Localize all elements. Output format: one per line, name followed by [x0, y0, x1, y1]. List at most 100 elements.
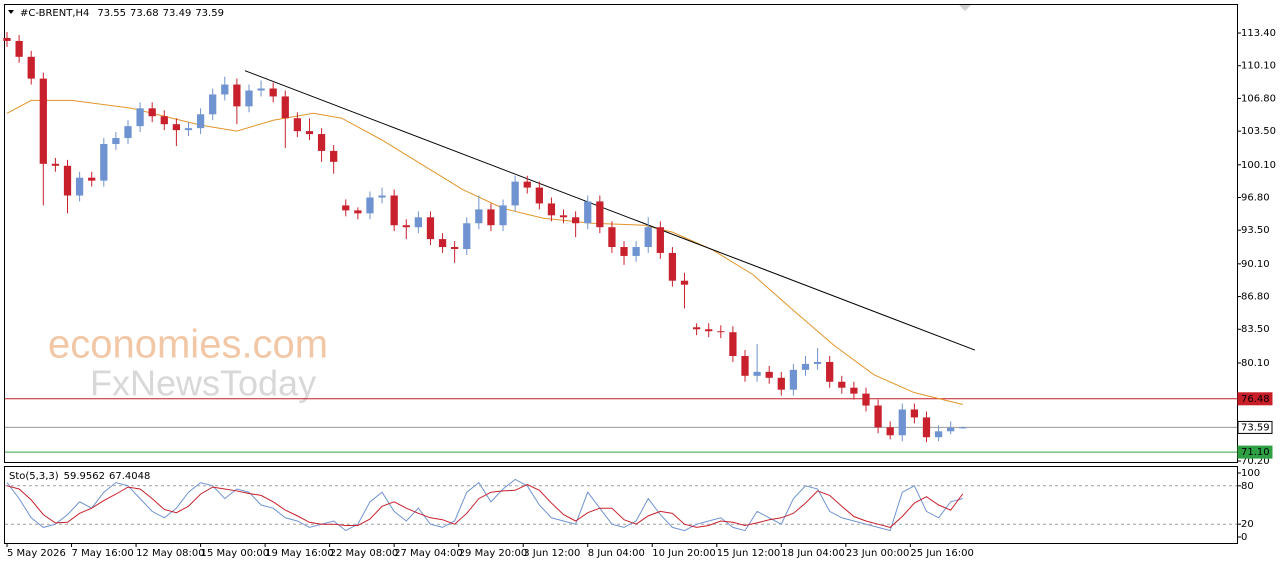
stoch-y-tick-label: 20 [1241, 519, 1254, 530]
stoch-main [6, 478, 963, 532]
y-tick-label: 100.10 [1241, 160, 1276, 171]
candle-body [51, 163, 60, 166]
y-tick-label: 96.80 [1241, 192, 1270, 203]
candle-body [559, 215, 568, 218]
y-tick-label: 110.10 [1241, 61, 1276, 72]
stoch-y-tick-label: 80 [1241, 481, 1254, 492]
level-label: 73.59 [1241, 422, 1270, 433]
candle-body [281, 96, 289, 119]
menu-arrow[interactable] [8, 10, 14, 14]
candle-body [777, 377, 785, 390]
candle-body [741, 355, 749, 376]
y-tick-label: 70.20 [1241, 456, 1270, 467]
candle-body [620, 247, 628, 256]
candle-body [172, 124, 181, 131]
x-tick-label: 18 Jun 04:00 [781, 548, 845, 559]
candle-body [3, 37, 11, 41]
x-tick-label: 29 May 20:00 [459, 548, 528, 559]
candle-body [874, 405, 882, 428]
candle-body [765, 371, 773, 378]
candle-body [330, 150, 338, 162]
y-tick-label: 103.50 [1241, 126, 1276, 137]
candle-body [39, 78, 47, 164]
candle-body [922, 417, 931, 438]
candle-body [801, 363, 810, 370]
x-tick-label: 15 May 00:00 [201, 548, 270, 559]
candle-body [233, 84, 241, 107]
y-tick-label: 90.10 [1241, 259, 1270, 270]
candle-body [221, 84, 229, 95]
candle-body [511, 181, 519, 206]
x-tick-label: 23 Jun 00:00 [846, 548, 910, 559]
candle-body [136, 108, 144, 127]
candle-body [112, 138, 120, 144]
stoch-header-value: 67.4048 [109, 471, 150, 482]
candle-body [572, 217, 580, 224]
stoch-y-tick-label: 0 [1241, 532, 1247, 543]
candle-body [451, 247, 459, 250]
candle-body [523, 181, 531, 188]
candle-body [160, 116, 168, 125]
candle-body [729, 332, 737, 356]
candle-body [656, 227, 664, 253]
trendline [244, 70, 976, 351]
stoch-header-value: 59.9562 [64, 471, 105, 482]
level-label: 76.48 [1241, 394, 1270, 405]
y-tick-label: 113.40 [1241, 28, 1276, 39]
candle-body [402, 225, 410, 228]
candle-body [75, 177, 84, 196]
candle-body [305, 131, 314, 135]
y-tick-label: 86.80 [1241, 292, 1270, 303]
candle-body [753, 371, 761, 376]
candle-body [947, 427, 955, 432]
candle-body [209, 94, 217, 115]
shift-marker [959, 5, 971, 11]
candle-body [390, 195, 398, 226]
candle-body [692, 327, 701, 330]
price-frame [4, 4, 1238, 463]
x-tick-label: 27 May 04:00 [394, 548, 463, 559]
candle-body [934, 431, 943, 438]
x-tick-label: 3 Jun 12:00 [523, 548, 580, 559]
x-tick-label: 25 Jun 16:00 [910, 548, 974, 559]
candle-body [124, 126, 132, 139]
candle-body [898, 409, 906, 436]
x-tick-label: 5 May 2026 [7, 548, 66, 559]
candle-body [959, 427, 967, 429]
candle-body [354, 210, 362, 214]
candle-body [100, 143, 108, 181]
candle-body [88, 177, 96, 181]
candle-body [813, 361, 822, 364]
candle-body [826, 361, 834, 382]
candle-body [293, 118, 302, 132]
x-tick-label: 15 Jun 12:00 [717, 548, 781, 559]
x-tick-label: 8 Jun 04:00 [588, 548, 645, 559]
stoch-y-tick-label: 100 [1241, 468, 1260, 479]
candle-body [535, 187, 543, 204]
candle-body [317, 134, 326, 151]
watermark: economies.com [48, 323, 328, 367]
candle-body [257, 88, 265, 91]
x-tick-label: 22 May 08:00 [330, 548, 399, 559]
candle-body [63, 165, 72, 196]
candle-body [378, 195, 386, 198]
candle-body [15, 40, 23, 57]
x-tick-label: 12 May 08:00 [136, 548, 205, 559]
symbol: #C-BRENT,H4 [20, 8, 89, 19]
header-value: 73.55 [97, 8, 126, 19]
candle-body [196, 114, 205, 129]
candle-body [463, 223, 471, 250]
candle-body [644, 227, 652, 248]
moving-average [6, 99, 963, 406]
candle-body [705, 329, 713, 332]
candle-body [342, 205, 350, 211]
candle-body [680, 280, 689, 285]
y-tick-label: 83.50 [1241, 324, 1270, 335]
candle-body [475, 209, 483, 224]
candle-body [886, 427, 894, 436]
stoch-label: Sto(5,3,3) [9, 471, 59, 482]
watermark: FxNewsToday [90, 363, 316, 404]
candle-body [438, 239, 447, 248]
candle-body [608, 227, 616, 248]
